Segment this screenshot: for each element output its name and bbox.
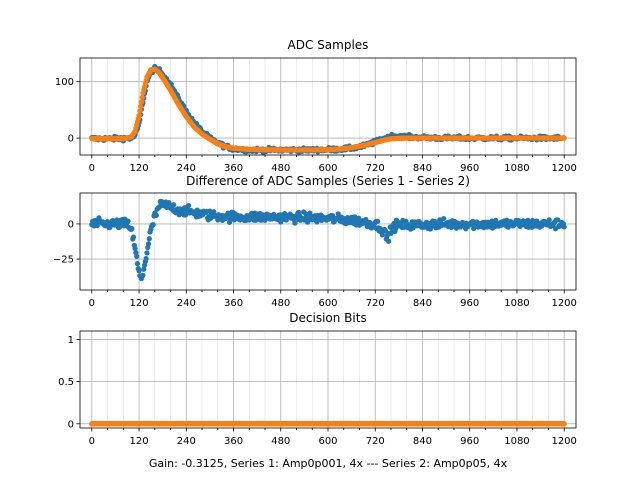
x-tick-label: 1200	[551, 163, 576, 174]
series2-point	[561, 135, 567, 141]
decision-bits-plot: Decision Bits 0 120 240 360 480 600 720 840 960 1…	[58, 311, 577, 447]
adc-samples-plot: ADC Samples 0 120 240 360 480 600 720 840 960 108…	[55, 38, 577, 174]
x-tick-label: 720	[366, 298, 385, 309]
x-tick-label: 240	[177, 163, 196, 174]
series1-point	[304, 219, 311, 225]
x-tick-label: 0	[89, 298, 95, 309]
series1-point	[186, 202, 192, 209]
series1-point	[335, 211, 341, 217]
x-tick-label: 720	[366, 436, 385, 447]
series2-markers	[89, 421, 567, 427]
series1-point	[555, 217, 561, 223]
x-tick-label: 1080	[504, 298, 529, 309]
x-tick-label: 240	[177, 436, 196, 447]
series1-point	[375, 218, 381, 224]
series2-point	[138, 103, 144, 110]
series2-point	[137, 108, 143, 114]
series1-point	[561, 224, 567, 230]
series1-point	[182, 212, 189, 218]
difference-plot: Difference of ADC Samples (Series 1 - Se…	[53, 174, 577, 309]
series1-point	[146, 236, 152, 242]
x-tick-label: 1080	[504, 163, 529, 174]
x-tick-label: 600	[318, 298, 337, 309]
y-tick-label: 0.5	[58, 377, 74, 388]
adc-samples-title: ADC Samples	[288, 38, 369, 52]
series1-point	[145, 241, 152, 247]
x-tick-label: 360	[224, 436, 243, 447]
x-tick-label: 960	[460, 436, 479, 447]
x-tick-label: 840	[413, 163, 432, 174]
x-tick-label: 840	[413, 298, 432, 309]
series1-point	[153, 212, 159, 218]
y-tick-label: 0	[68, 134, 74, 145]
x-tick-label: 240	[177, 298, 196, 309]
series2-markers	[89, 66, 567, 153]
y-tick-label: 0	[68, 419, 74, 430]
series1-markers	[89, 198, 567, 282]
x-tick-label: 720	[366, 163, 385, 174]
series1-point	[143, 255, 149, 262]
x-tick-label: 360	[224, 163, 243, 174]
series1-point	[303, 211, 309, 217]
y-tick-label: −25	[53, 255, 74, 266]
series2-point	[561, 421, 567, 427]
series1-point	[134, 260, 141, 267]
x-tick-label: 480	[271, 163, 290, 174]
x-tick-label: 120	[130, 436, 149, 447]
x-tick-label: 480	[271, 298, 290, 309]
y-tick-label: 1	[68, 335, 74, 346]
x-tick-label: 360	[224, 298, 243, 309]
series1-point	[144, 250, 150, 256]
x-tick-label: 960	[460, 298, 479, 309]
decision-bits-title: Decision Bits	[289, 311, 366, 325]
y-tick-label: 100	[55, 77, 74, 88]
series1-point	[262, 217, 268, 223]
x-tick-label: 600	[318, 163, 337, 174]
series1-point	[132, 246, 138, 252]
series1-point	[379, 232, 385, 238]
series1-point	[493, 217, 499, 223]
series1-point	[125, 218, 131, 224]
series1-point	[546, 217, 552, 223]
x-tick-label: 840	[413, 436, 432, 447]
series1-point	[141, 266, 147, 272]
series1-point	[150, 222, 156, 228]
x-tick-label: 120	[130, 163, 149, 174]
series1-point	[246, 217, 252, 223]
x-tick-label: 1200	[551, 436, 576, 447]
series2-point	[139, 94, 145, 101]
x-tick-label: 480	[271, 436, 290, 447]
x-tick-label: 600	[318, 436, 337, 447]
series1-point	[386, 238, 392, 244]
series1-point	[134, 253, 140, 259]
series1-point	[136, 268, 142, 274]
x-tick-label: 120	[130, 298, 149, 309]
y-tick-label: 0	[68, 219, 74, 230]
series1-point	[129, 225, 135, 232]
series2-point	[138, 99, 145, 105]
x-tick-label: 1200	[551, 298, 576, 309]
difference-title: Difference of ADC Samples (Series 1 - Se…	[186, 174, 470, 188]
x-tick-label: 1080	[504, 436, 529, 447]
series1-point	[515, 217, 522, 224]
x-tick-label: 0	[89, 163, 95, 174]
x-tick-label: 0	[89, 436, 95, 447]
figure-caption: Gain: -0.3125, Series 1: Amp0p001, 4x --…	[149, 457, 508, 470]
x-tick-label: 960	[460, 163, 479, 174]
series1-point	[130, 234, 137, 240]
series1-point	[171, 202, 177, 208]
series1-point	[140, 272, 146, 278]
series2-point	[136, 112, 142, 119]
series1-point	[441, 215, 447, 222]
